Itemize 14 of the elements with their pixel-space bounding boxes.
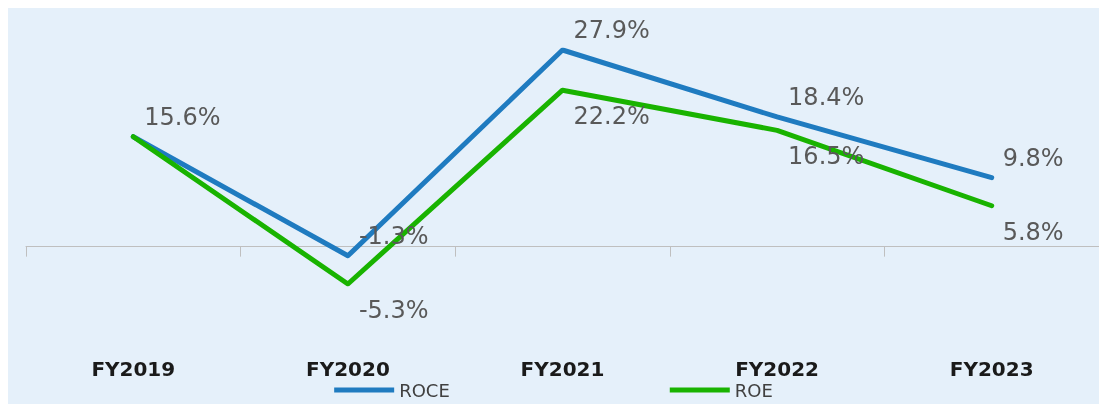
x-tick-label: FY2019: [91, 357, 176, 381]
data-label: -5.3%: [358, 296, 429, 324]
data-label: 15.6%: [144, 102, 221, 131]
x-tick-label: FY2022: [735, 357, 820, 381]
x-tick-label: FY2020: [305, 357, 390, 381]
legend-label: ROE: [734, 379, 773, 401]
data-label: 27.9%: [573, 16, 650, 44]
data-label: 9.8%: [1002, 143, 1064, 172]
legend-label: ROCE: [399, 379, 450, 401]
data-label: 18.4%: [788, 82, 865, 111]
x-tick-label: FY2023: [949, 357, 1034, 381]
x-tick-label: FY2021: [520, 357, 605, 381]
data-label: 5.8%: [1002, 217, 1064, 246]
data-label: 22.2%: [573, 102, 650, 131]
